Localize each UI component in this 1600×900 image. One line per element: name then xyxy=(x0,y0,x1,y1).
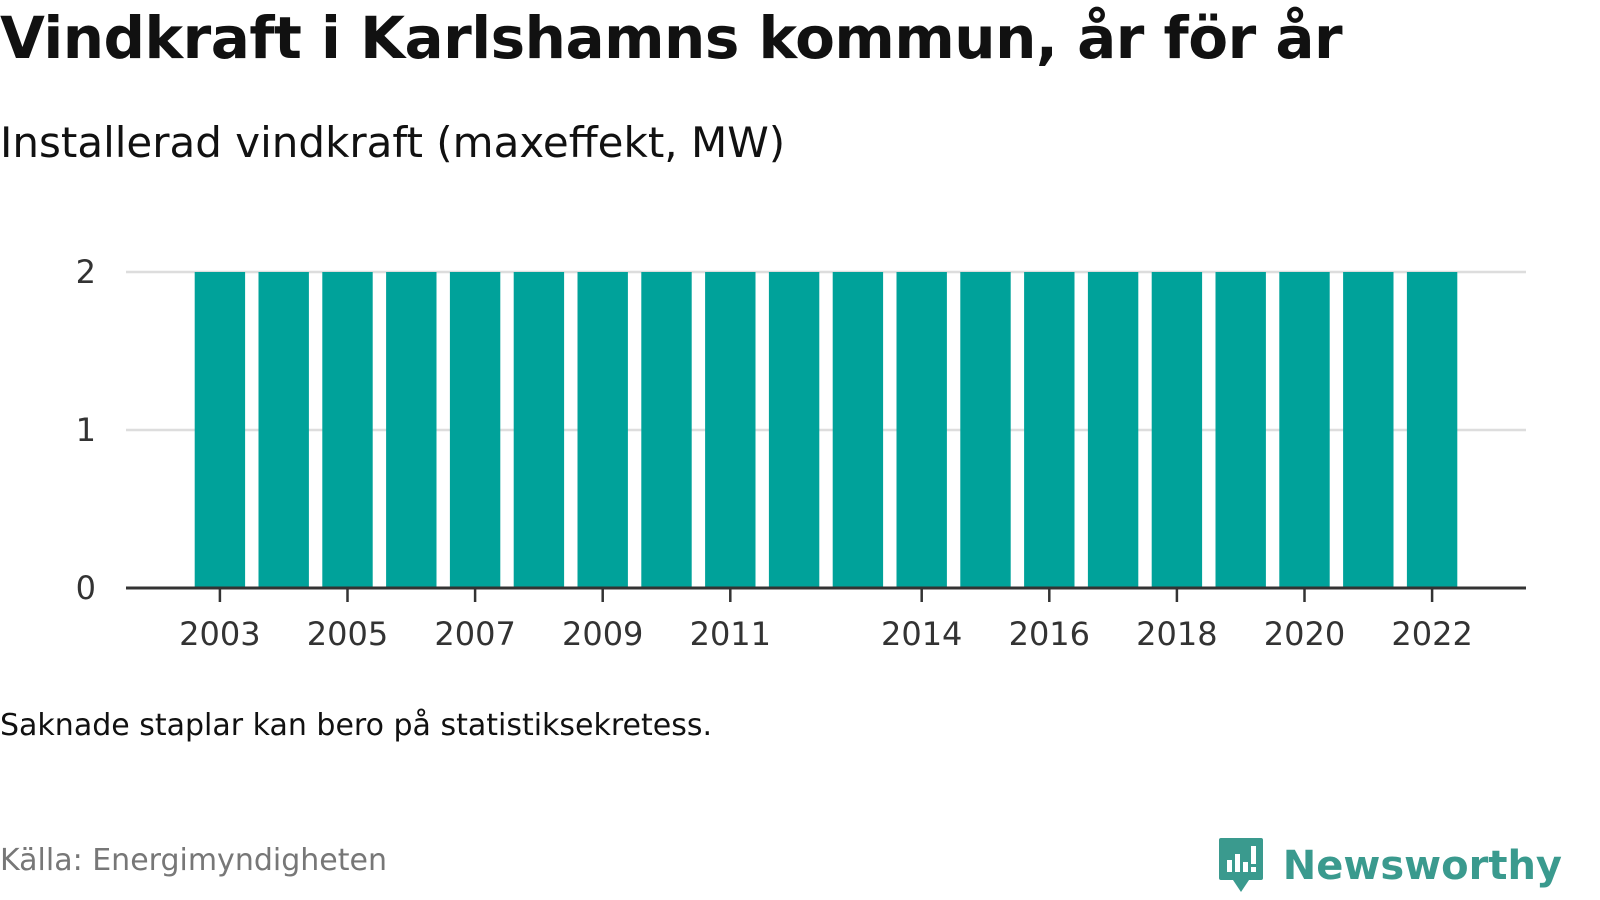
x-tick-label: 2014 xyxy=(881,615,962,653)
bar xyxy=(449,272,501,588)
bar xyxy=(322,272,373,588)
bar xyxy=(1279,272,1330,588)
bar xyxy=(1406,272,1458,588)
y-tick-label: 1 xyxy=(76,411,96,449)
x-tick-label: 2011 xyxy=(690,615,771,653)
x-tick-label: 2003 xyxy=(179,615,260,653)
brand-name: Newsworthy xyxy=(1282,843,1562,889)
x-tick-label: 2022 xyxy=(1391,615,1472,653)
bar xyxy=(832,272,884,588)
bar xyxy=(577,272,628,588)
bar xyxy=(1343,272,1394,588)
bar xyxy=(386,272,437,588)
bar xyxy=(194,272,246,588)
chart-subtitle: Installerad vindkraft (maxeffekt, MW) xyxy=(0,118,786,167)
brand-logo: Newsworthy xyxy=(1217,836,1562,896)
bar xyxy=(1215,272,1266,588)
newsworthy-logo-icon xyxy=(1218,838,1263,892)
y-tick-label: 0 xyxy=(76,569,96,607)
bar xyxy=(1151,272,1203,588)
chart-title: Vindkraft i Karlshamns kommun, år för år xyxy=(0,4,1343,72)
x-tick-label: 2007 xyxy=(434,615,515,653)
bar xyxy=(768,272,820,588)
y-tick-label: 2 xyxy=(76,253,96,291)
x-tick-label: 2018 xyxy=(1136,615,1217,653)
x-tick-label: 2020 xyxy=(1264,615,1345,653)
x-axis xyxy=(126,586,1526,602)
bar xyxy=(896,272,947,588)
bar xyxy=(705,272,756,588)
bar xyxy=(1024,272,1075,588)
source-text: Källa: Energimyndigheten xyxy=(0,843,387,878)
bars xyxy=(194,272,1458,588)
bar xyxy=(1087,272,1139,588)
chart-note: Saknade staplar kan bero på statistiksek… xyxy=(0,708,713,743)
bar xyxy=(258,272,309,588)
tick-labels: 0 1 2 2003 2005 2007 2009 2011 2014 2016 2018 2020 2… xyxy=(76,253,1473,653)
bar-chart: 0 1 2 2003 2005 2007 2009 2011 2014 2016 2018 2020 2… xyxy=(76,253,1526,653)
x-tick-label: 2016 xyxy=(1009,615,1090,653)
bar xyxy=(513,272,565,588)
x-tick-label: 2005 xyxy=(307,615,388,653)
x-tick-label: 2009 xyxy=(562,615,643,653)
bar xyxy=(960,272,1011,588)
bar xyxy=(641,272,692,588)
